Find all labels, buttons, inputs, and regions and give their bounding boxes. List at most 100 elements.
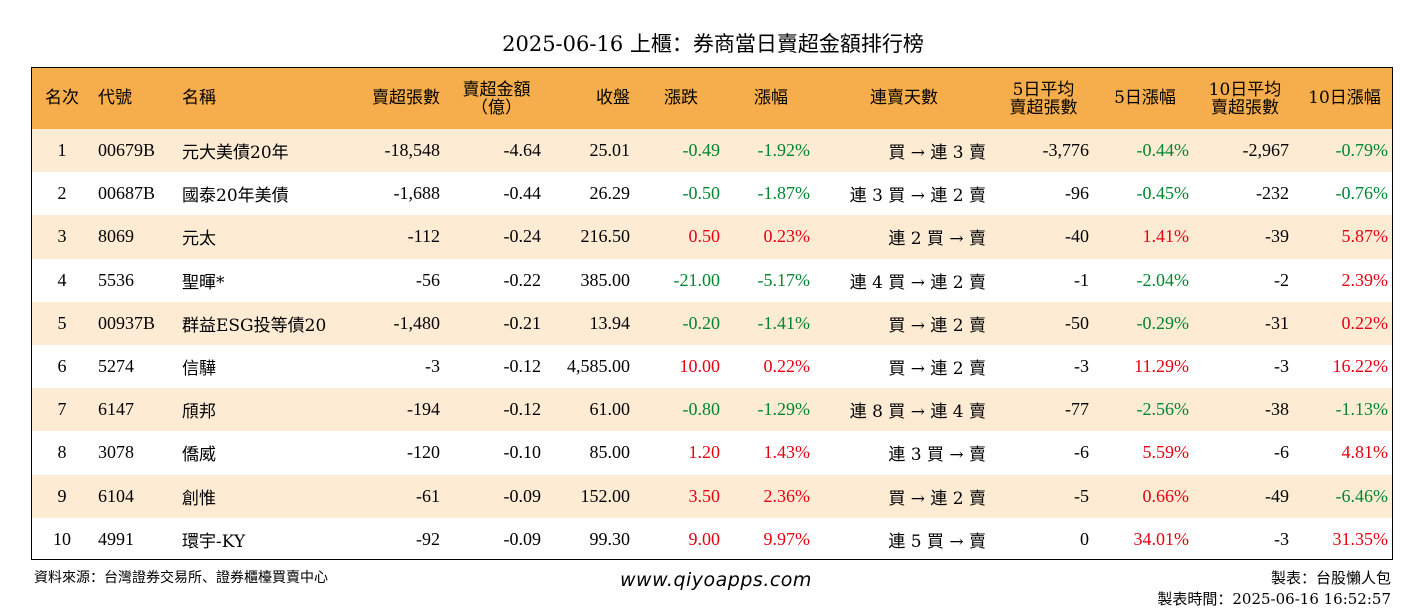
sell-lots-cell: -3 (425, 356, 440, 377)
sell-lots-cell: -120 (407, 442, 440, 463)
header-streak: 連賣天數 (816, 68, 992, 129)
avg5-cell: -6 (1074, 442, 1089, 463)
streak-cell: 連 3 買 → 連 2 賣 (849, 186, 986, 207)
close-cell: 4,585.00 (567, 356, 630, 377)
pct-cell: 2.36% (763, 485, 811, 506)
pct5-cell: -2.56% (1136, 399, 1190, 420)
header-pct5-line: 5日漲幅 (1114, 88, 1176, 108)
pct-cell: -1.92% (757, 140, 811, 161)
pct-cell: 0.22% (763, 356, 811, 377)
table-row[interactable]: 7 6147 頎邦 -194 -0.12 61.00 -0.80 -1.29% 連 8 買 → … (32, 388, 1392, 432)
header-avg5: 5日平均 賣超張數 (992, 68, 1095, 129)
pct-cell: 1.43% (763, 442, 811, 463)
pct5-cell: -2.04% (1136, 269, 1190, 290)
code-cell: 5274 (98, 356, 134, 377)
avg5-cell: -3,776 (1042, 140, 1090, 161)
made-timestamp: 製表時間：2025-06-16 16:52:57 (1157, 590, 1391, 608)
header-code: 代號 (92, 68, 176, 129)
sell-amount-cell: -0.21 (503, 312, 542, 333)
avg10-cell: -3 (1274, 356, 1289, 377)
change-cell: -0.49 (682, 140, 721, 161)
website-link[interactable]: www.qiyoapps.com (620, 569, 812, 591)
header-name: 名稱 (176, 68, 348, 129)
code-cell: 5536 (98, 269, 134, 290)
name-cell: 創惟 (182, 488, 216, 509)
table-row[interactable]: 10 4991 環宇-KY -92 -0.09 99.30 9.00 9.97% 連 5 買 →… (32, 517, 1392, 559)
avg10-cell: -39 (1265, 226, 1289, 247)
header-rank: 名次 (32, 68, 92, 129)
name-cell: 群益ESG投等債20 (182, 315, 327, 336)
pct-cell: 9.97% (763, 528, 811, 549)
pct10-cell: -0.76% (1335, 183, 1389, 204)
header-change: 漲跌 (636, 68, 726, 129)
code-cell: 00937B (98, 312, 156, 333)
avg5-cell: -96 (1065, 183, 1089, 204)
header-streak-line: 連賣天數 (870, 88, 938, 108)
sell-lots-cell: -18,548 (384, 140, 441, 161)
table-row[interactable]: 2 00687B 國泰20年美債 -1,688 -0.44 26.29 -0.50 -1.87… (32, 172, 1392, 216)
header-close: 收盤 (547, 68, 636, 129)
maker-credit: 製表：台股懶人包 (1270, 569, 1391, 587)
close-cell: 26.29 (589, 183, 631, 204)
avg10-cell: -3 (1274, 528, 1289, 549)
sell-lots-cell: -1,480 (393, 312, 441, 333)
table-row[interactable]: 3 8069 元太 -112 -0.24 216.50 0.50 0.23% 連 2 買 → 賣… (32, 215, 1392, 259)
table-row[interactable]: 1 00679B 元大美債20年 -18,548 -4.64 25.01 -0.49 -1.9… (32, 129, 1392, 173)
name-cell: 聖暉* (182, 272, 225, 293)
rank-cell: 5 (57, 312, 67, 333)
header-sell-lots-line: 賣超張數 (372, 88, 440, 108)
pct5-cell: -0.45% (1136, 183, 1190, 204)
header-avg10-line: 賣超張數 (1211, 97, 1279, 118)
close-cell: 13.94 (589, 312, 631, 333)
header-avg5-line: 5日平均 (1012, 79, 1075, 100)
code-cell: 3078 (98, 442, 134, 463)
name-cell: 元太 (182, 229, 216, 250)
header-pct10-line: 10日漲幅 (1308, 88, 1381, 108)
table-row[interactable]: 5 00937B 群益ESG投等債20 -1,480 -0.21 13.94 -0.20 -1… (32, 301, 1392, 345)
header-pct10: 10日漲幅 (1295, 68, 1392, 129)
avg5-cell: -40 (1065, 226, 1089, 247)
pct5-cell: 34.01% (1133, 528, 1190, 549)
ranking-table: 名次 代號 名稱 賣超張數 賣超金額 （億） 收盤 漲跌 漲幅 連賣天數 5日平均 賣超張數 5日漲幅 1… (32, 68, 1392, 559)
header-sell-lots: 賣超張數 (348, 68, 446, 129)
header-change-line: 漲跌 (664, 88, 698, 108)
pct10-cell: 2.39% (1341, 269, 1389, 290)
pct10-cell: 4.81% (1341, 442, 1389, 463)
name-cell: 元大美債20年 (182, 143, 289, 164)
header-avg10-line: 10日平均 (1208, 79, 1282, 100)
pct5-cell: 5.59% (1142, 442, 1190, 463)
header-close-line: 收盤 (596, 88, 630, 108)
header-pct5: 5日漲幅 (1095, 68, 1195, 129)
change-cell: 10.00 (679, 356, 721, 377)
code-cell: 00687B (98, 183, 156, 204)
code-cell: 6104 (98, 485, 134, 506)
table-row[interactable]: 4 5536 聖暉* -56 -0.22 385.00 -21.00 -5.17% 連 4 買 … (32, 258, 1392, 302)
pct5-cell: -0.44% (1136, 140, 1190, 161)
streak-cell: 連 3 買 → 賣 (888, 445, 986, 466)
table-row[interactable]: 9 6104 創惟 -61 -0.09 152.00 3.50 2.36% 買 → 連 2 賣 -… (32, 474, 1392, 518)
pct10-cell: 31.35% (1332, 528, 1389, 549)
code-cell: 4991 (98, 528, 134, 549)
pct10-cell: 0.22% (1341, 312, 1389, 333)
table-row[interactable]: 8 3078 僑威 -120 -0.10 85.00 1.20 1.43% 連 3 買 → 賣 -… (32, 431, 1392, 475)
pct10-cell: 5.87% (1341, 226, 1389, 247)
avg10-cell: -6 (1274, 442, 1289, 463)
change-cell: -0.50 (682, 183, 721, 204)
avg10-cell: -232 (1256, 183, 1289, 204)
rank-cell: 2 (57, 183, 67, 204)
header-code-line: 代號 (98, 88, 132, 108)
streak-cell: 連 2 買 → 賣 (888, 229, 986, 250)
table-row[interactable]: 6 5274 信驊 -3 -0.12 4,585.00 10.00 0.22% 買 → 連 2 … (32, 344, 1392, 389)
rank-cell: 10 (53, 528, 71, 549)
pct-cell: -1.29% (757, 399, 811, 420)
sell-amount-cell: -0.09 (503, 485, 542, 506)
change-cell: 9.00 (688, 528, 721, 549)
sell-amount-cell: -0.44 (503, 183, 542, 204)
close-cell: 85.00 (589, 442, 631, 463)
sell-amount-cell: -0.12 (503, 356, 542, 377)
pct-cell: 0.23% (763, 226, 811, 247)
streak-cell: 連 8 買 → 連 4 賣 (849, 402, 986, 423)
header-sell-amount-line: （億） (471, 97, 522, 118)
streak-cell: 買 → 連 2 賣 (888, 488, 986, 509)
pct10-cell: -6.46% (1335, 485, 1389, 506)
